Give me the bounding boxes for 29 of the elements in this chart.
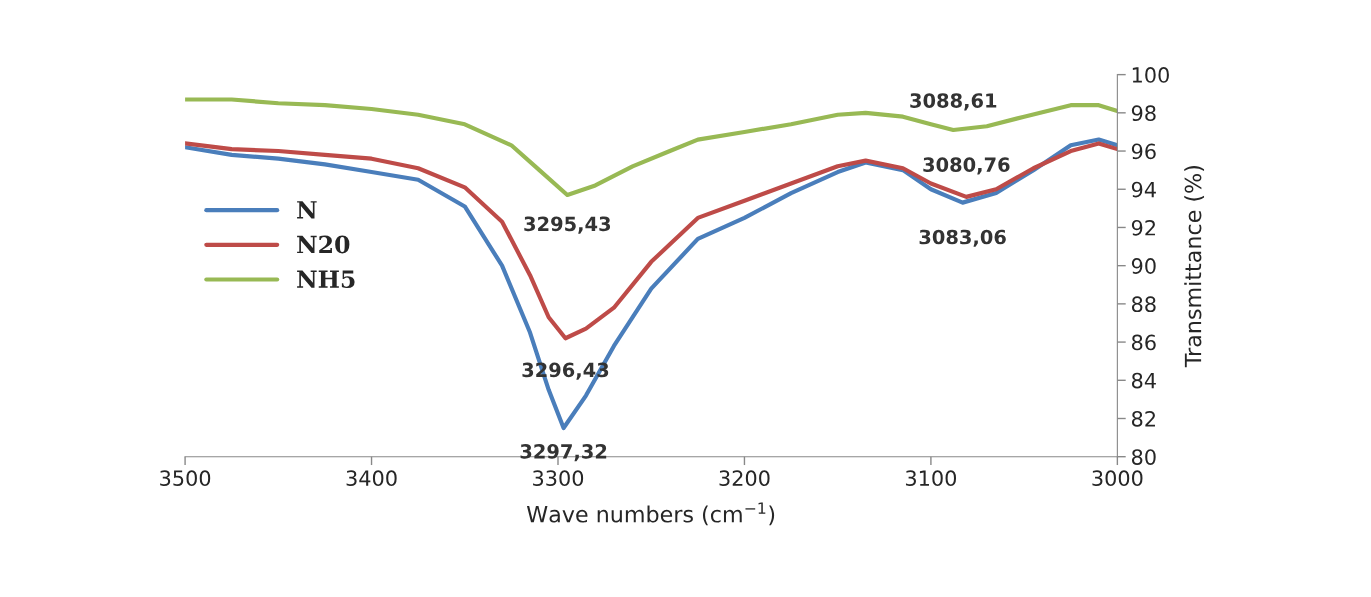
- legend-label: N: [297, 201, 317, 219]
- y-tick-label: 100: [1132, 67, 1169, 83]
- y-tick-label: 82: [1131, 410, 1155, 427]
- legend-label: N20: [297, 235, 350, 254]
- y-tick-label: 92: [1131, 219, 1155, 236]
- y-tick-label: 86: [1131, 334, 1156, 351]
- y-axis-title: Transmittance (%): [1184, 166, 1205, 368]
- y-tick-label: 90: [1131, 258, 1156, 274]
- annotation: 3088,61: [910, 93, 997, 111]
- x-tick-label: 3000: [1092, 470, 1143, 487]
- x-tick-label: 3300: [533, 470, 584, 487]
- x-tick-label: 3400: [346, 470, 397, 487]
- legend-label: NH5: [297, 270, 355, 289]
- y-tick-label: 98: [1131, 105, 1156, 122]
- x-tick-label: 3100: [905, 470, 957, 487]
- y-tick-label: 88: [1131, 296, 1156, 313]
- x-tick-label: 3200: [719, 470, 770, 487]
- annotation: 3297,32: [520, 443, 607, 462]
- y-tick-label: 84: [1131, 372, 1156, 389]
- line-series: [185, 137, 1118, 431]
- annotation: 3083,06: [919, 229, 1006, 247]
- annotation: 3080,76: [923, 157, 1010, 175]
- x-axis-title: Wave numbers (cm$^{−1}$): [526, 502, 775, 526]
- x-tick-label: 3500: [160, 470, 211, 487]
- y-tick-label: 80: [1131, 449, 1156, 465]
- y-tick-label: 96: [1131, 143, 1156, 160]
- line-series: [185, 141, 1118, 341]
- annotation: 3295,43: [524, 216, 611, 234]
- y-tick-label: 94: [1131, 181, 1156, 198]
